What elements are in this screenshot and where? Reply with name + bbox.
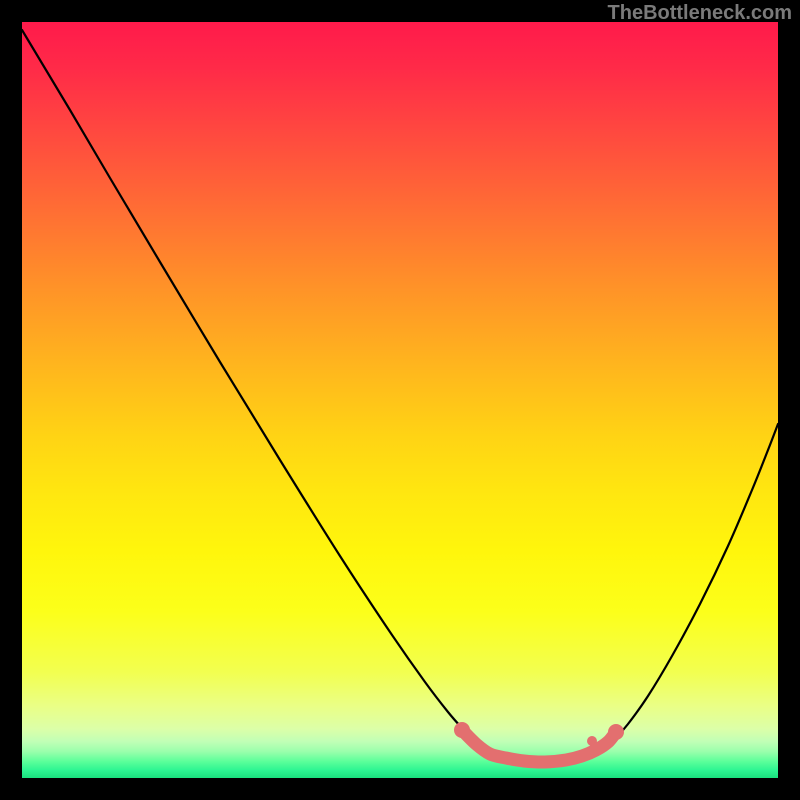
optimal-band-end-1 (608, 724, 624, 740)
optimal-band-end-0 (454, 722, 470, 738)
chart-svg (0, 0, 800, 800)
optimal-band-marker (587, 736, 597, 746)
chart-container: TheBottleneck.com (0, 0, 800, 800)
plot-background (22, 22, 778, 778)
watermark-label: TheBottleneck.com (608, 2, 792, 25)
